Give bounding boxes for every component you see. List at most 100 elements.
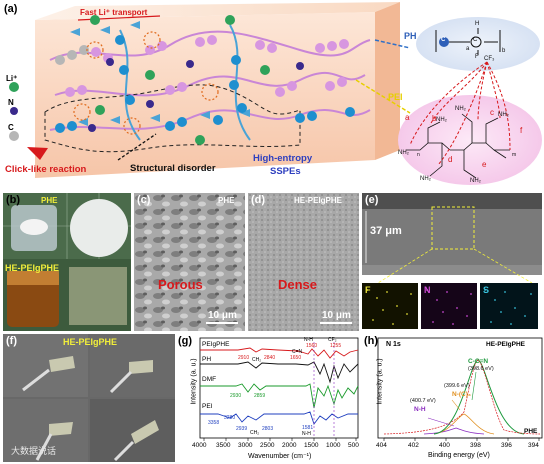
- g-tick-1500: 1500: [304, 442, 319, 449]
- legend-li-dot: [9, 82, 19, 92]
- panel-h-ylabel: Intensity (a. u.): [376, 358, 384, 405]
- ph-f-symbol: F: [475, 54, 479, 60]
- ph-h-symbol: H: [475, 21, 480, 27]
- ann-2803: 2803: [262, 426, 274, 432]
- thickness-label: 37 μm: [370, 225, 402, 237]
- ph-bubble: [416, 17, 540, 71]
- pei-nh2-5: NH₂: [420, 176, 431, 182]
- g-tick-1000: 1000: [326, 442, 341, 449]
- ann-1581: 1581: [302, 425, 314, 431]
- porous-label: Porous: [158, 277, 203, 292]
- g-tick-3500: 3500: [216, 442, 231, 449]
- ann-1650: 1650: [290, 355, 302, 361]
- fast-transport-label: Fast Li⁺ transport: [80, 8, 148, 17]
- panel-b-phe-tag: PHE: [41, 196, 58, 205]
- panel-c-tag: PHE: [218, 196, 235, 205]
- h-tick-398: 398: [470, 442, 481, 449]
- pei-nh2-3: NH₂: [455, 106, 466, 112]
- legend-c: C: [8, 123, 14, 132]
- ph-c2-symbol: C: [473, 37, 478, 43]
- panel-c-scale: 10 μm: [208, 310, 237, 321]
- panel-h-title: N 1s: [386, 341, 401, 348]
- ann-ch2b: CH₂: [250, 430, 260, 436]
- panel-f: (f) HE-PEIgPHE 大数据说话: [3, 334, 175, 462]
- pei-bubble: [398, 95, 542, 185]
- pei-letter-b: b: [432, 114, 437, 123]
- panel-e: (e) 37 μm F N S: [362, 193, 542, 331]
- panel-d: (d) HE-PEIgPHE Dense 10 μm: [248, 193, 359, 331]
- series-pei: [200, 411, 358, 425]
- sspes-label: SSPEs: [270, 166, 301, 177]
- chain-beads: [55, 15, 355, 145]
- panel-d-tag: HE-PEIgPHE: [294, 196, 343, 205]
- ann-nh-top: N-H: [304, 337, 313, 343]
- pei-letter-a: a: [405, 113, 410, 122]
- ph-c-symbol: C: [441, 37, 446, 43]
- ph-subscript-b: b: [502, 48, 506, 54]
- panel-g-ylabel: Intensity (a. u.): [190, 358, 198, 405]
- map-s-label: S: [483, 285, 490, 295]
- series-dmf: [200, 383, 359, 409]
- series-peigphe: [200, 347, 359, 359]
- peak-ccn-energy: (398.6 eV): [468, 366, 494, 372]
- panel-b: (b) PHE HE-PEIgPHE: [3, 193, 131, 331]
- peak-nh-energy: (400.7 eV): [410, 398, 436, 404]
- pei-sub-m: m: [512, 152, 517, 158]
- pei-nh2-1: NH₂: [398, 150, 409, 156]
- legend-c-dot: [9, 131, 19, 141]
- panel-c-label: (c): [137, 194, 151, 206]
- panel-h-phe: PHE: [524, 428, 538, 435]
- panel-f-label: (f): [6, 335, 17, 347]
- panel-a: (a) Fast Li⁺ transport Li⁺ N C Click-lik…: [0, 0, 544, 190]
- h-tick-394: 394: [528, 442, 539, 449]
- h-tick-404: 404: [376, 442, 387, 449]
- panel-h-label: (h): [364, 335, 379, 347]
- panel-d-label: (d): [251, 194, 266, 206]
- ann-1560: 1560: [306, 343, 318, 349]
- phe-membrane: [70, 199, 128, 257]
- pei-nh2-2: NH₂: [436, 117, 447, 123]
- ph-tag: PH: [404, 31, 417, 41]
- g-tick-4000: 4000: [192, 442, 207, 449]
- pei-letter-c: c: [490, 108, 494, 117]
- envelope-fit: [383, 359, 541, 435]
- edx-f-map: [366, 289, 412, 325]
- panel-g: (g) Intensity (a. u.) PEIgPHE PH DMF PEI…: [178, 334, 362, 464]
- watermark: 大数据说话: [11, 446, 57, 456]
- ann-2930: 2930: [230, 393, 242, 399]
- g-tick-2500: 2500: [260, 442, 275, 449]
- ann-nh-bottom: N-H: [302, 431, 311, 437]
- panel-h-sample: HE-PEIgPHE: [486, 341, 526, 348]
- series-label-pei: PEI: [202, 403, 213, 410]
- ph-cf3: CF₃: [484, 56, 495, 62]
- pei-letter-e: e: [482, 160, 487, 169]
- edx-s-map: [484, 289, 532, 325]
- h-tick-402: 402: [408, 442, 419, 449]
- panel-g-xlabel: Wavenumber (cm⁻¹): [248, 453, 312, 460]
- legend-li: Li⁺: [6, 74, 18, 83]
- peak-nc3: [433, 413, 495, 435]
- panel-b-label: (b): [6, 194, 21, 206]
- g-tick-2000: 2000: [282, 442, 297, 449]
- g-tick-3000: 3000: [238, 442, 253, 449]
- series-label-peigphe: PEIgPHE: [202, 341, 230, 348]
- panel-f-tag: HE-PEIgPHE: [63, 337, 118, 347]
- peak-ccn-name: C-C=N: [468, 358, 489, 365]
- box-front: [35, 12, 375, 178]
- panel-b-he-tag: HE-PEIgPHE: [5, 263, 60, 273]
- panel-c: (c) PHE Porous 10 μm: [134, 193, 245, 331]
- click-like-label: Click-like reaction: [5, 164, 87, 175]
- pei-letter-f: f: [520, 126, 523, 135]
- panel-e-label: (e): [365, 194, 379, 206]
- pei-letter-d: d: [448, 155, 453, 164]
- ph-c-atom: [439, 37, 449, 47]
- ann-cn: C=N: [292, 349, 303, 355]
- ann-2840: 2840: [264, 355, 276, 361]
- he-membrane: [69, 267, 127, 325]
- ann-1255: 1255: [330, 343, 342, 349]
- ann-3358: 3358: [208, 420, 220, 426]
- structural-disorder-label: Structural disorder: [130, 163, 216, 174]
- h-tick-396: 396: [501, 442, 512, 449]
- edx-n-map: [426, 289, 472, 325]
- series-label-dmf: DMF: [202, 376, 217, 383]
